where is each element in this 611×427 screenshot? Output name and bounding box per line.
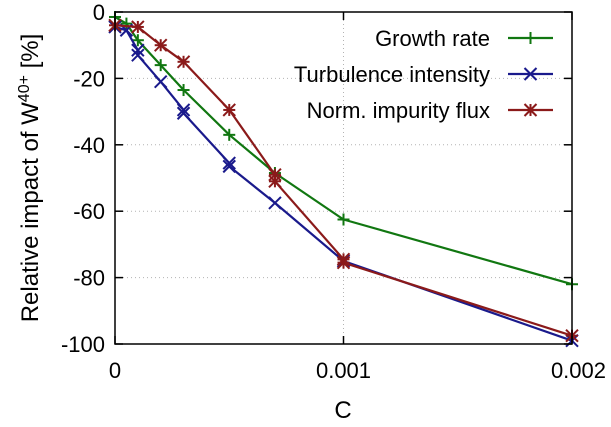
data-point-turbulence-intensity	[176, 103, 191, 117]
y-tick-label: -80	[73, 266, 105, 291]
data-point-turbulence-intensity-stroke	[131, 43, 145, 57]
y-axis-label-superscript: 40+	[16, 75, 33, 102]
data-point-turbulence-intensity-stroke	[176, 106, 191, 120]
data-point-growth-rate	[223, 128, 236, 141]
y-tick-label: -60	[73, 199, 105, 224]
legend-swatch-marker-norm-impurity-flux	[523, 103, 538, 117]
data-point-norm-impurity-flux	[176, 55, 191, 69]
y-tick-label: 0	[93, 0, 105, 25]
data-point-turbulence-intensity	[222, 159, 236, 174]
legend-label-norm-impurity-flux: Norm. impurity flux	[307, 98, 490, 123]
data-point-growth-rate	[337, 213, 350, 226]
data-point-growth-rate	[120, 17, 133, 30]
legend-swatch-marker-norm-impurity-flux-stroke	[523, 103, 538, 117]
data-point-norm-impurity-flux	[131, 20, 145, 34]
legend-item-turbulence-intensity: Turbulence intensity	[294, 62, 553, 87]
data-point-norm-impurity-flux	[153, 38, 168, 52]
legend-swatch-marker-growth-rate	[524, 32, 537, 44]
data-point-turbulence-intensity	[131, 48, 145, 62]
data-point-turbulence-intensity-stroke	[268, 196, 282, 210]
y-tick-label: -100	[61, 332, 105, 357]
x-axis-label: C	[334, 397, 351, 424]
data-point-growth-rate	[131, 34, 144, 47]
y-tick-label: -20	[73, 66, 105, 91]
legend-item-growth-rate: Growth rate	[375, 26, 553, 51]
x-tick-label: 0	[109, 358, 121, 383]
legend-swatch-marker-turbulence-intensity	[523, 67, 538, 81]
data-point-turbulence-intensity	[268, 196, 282, 210]
data-point-growth-rate	[154, 59, 167, 72]
x-tick-label: 0.002	[551, 358, 606, 383]
legend-label-turbulence-intensity: Turbulence intensity	[294, 62, 490, 87]
data-point-norm-impurity-flux-stroke	[336, 255, 351, 270]
data-point-turbulence-intensity-stroke	[222, 159, 236, 174]
data-point-turbulence-intensity	[176, 106, 191, 120]
data-point-norm-impurity-flux-stroke	[176, 55, 191, 69]
y-axis-label-main: Relative impact of W	[17, 102, 44, 322]
data-point-norm-impurity-flux-stroke	[131, 20, 145, 34]
grid-layer	[115, 12, 572, 344]
data-point-norm-impurity-flux-stroke	[153, 38, 168, 52]
data-point-turbulence-intensity	[222, 156, 236, 170]
y-tick-label: -40	[73, 133, 105, 158]
legend-item-norm-impurity-flux: Norm. impurity flux	[307, 98, 553, 123]
x-tick-label: 0.001	[316, 358, 371, 383]
data-point-turbulence-intensity-stroke	[131, 48, 145, 62]
data-point-growth-rate	[177, 84, 190, 97]
data-point-turbulence-intensity	[131, 43, 145, 57]
legend-label-growth-rate: Growth rate	[375, 26, 490, 51]
y-axis-label: Relative impact of W40+ [%]	[16, 34, 44, 323]
legend: Growth rate Turbulence intensity Norm. imp…	[294, 26, 553, 123]
y-axis-label-unit: [%]	[17, 34, 44, 75]
data-point-turbulence-intensity	[153, 75, 168, 89]
legend-swatch-marker-turbulence-intensity-stroke	[523, 67, 538, 81]
data-point-norm-impurity-flux	[222, 103, 236, 117]
data-point-norm-impurity-flux-stroke	[268, 174, 282, 189]
data-point-norm-impurity-flux-stroke	[222, 103, 236, 117]
data-point-norm-impurity-flux	[336, 255, 351, 270]
data-point-turbulence-intensity-stroke	[222, 156, 236, 170]
data-point-norm-impurity-flux	[268, 174, 282, 189]
data-point-turbulence-intensity-stroke	[176, 103, 191, 117]
data-point-turbulence-intensity-stroke	[153, 75, 168, 89]
